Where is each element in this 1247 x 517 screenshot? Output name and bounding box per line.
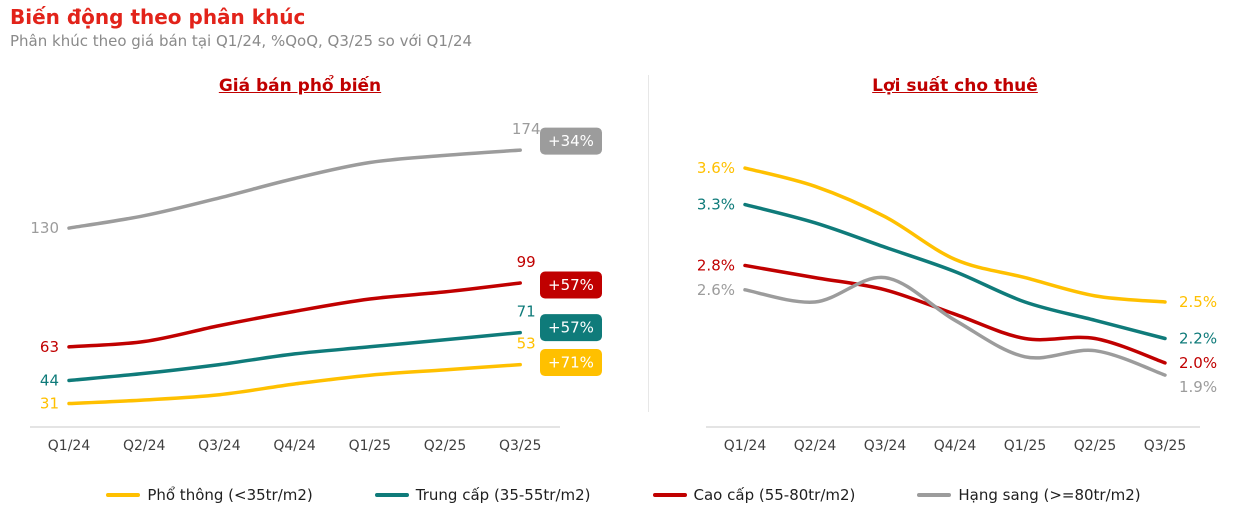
yield-chart-title: Lợi suất cho thuê [872, 76, 1038, 96]
legend-label: Phổ thông (<35tr/m2) [147, 486, 313, 504]
price-line-chart: Q1/24 Q2/24 Q3/24 Q4/24 Q1/25 Q2/25 Q3/25 31 53 +… [30, 120, 602, 454]
x-tick-label: Q3/25 [499, 438, 541, 454]
panel-divider [648, 75, 649, 412]
legend-item-1: Trung cấp (35-55tr/m2) [374, 486, 591, 504]
series-line-3 [67, 148, 522, 230]
series-end-label: 174 [512, 120, 541, 138]
series-line-1 [67, 330, 522, 383]
series-start-label: 44 [40, 372, 59, 390]
x-tick-label: Q2/24 [794, 438, 837, 454]
change-badge [540, 127, 602, 155]
series-end-label: 99 [517, 253, 536, 271]
series-start-label: 31 [40, 395, 59, 413]
change-badge [540, 314, 602, 342]
x-tick-label: Q4/24 [273, 438, 316, 454]
price-chart-title: Giá bán phổ biến [218, 76, 382, 96]
series-line-1 [743, 202, 1167, 341]
series-start-label: 130 [30, 219, 59, 237]
x-tick-label: Q4/24 [934, 438, 977, 454]
x-tick-label: Q3/24 [864, 438, 907, 454]
series-start-label: 2.8% [697, 256, 735, 274]
legend-label: Hạng sang (>=80tr/m2) [958, 486, 1141, 504]
chart-legend: Phổ thông (<35tr/m2) Trung cấp (35-55tr/m… [0, 486, 1247, 504]
x-tick-label: Q1/24 [48, 438, 91, 454]
legend-label: Cao cấp (55-80tr/m2) [693, 486, 856, 504]
yield-line-chart: Q1/24 Q2/24 Q3/24 Q4/24 Q1/25 Q2/25 Q3/25 3.6% 2… [697, 159, 1217, 454]
x-tick-label: Q1/25 [1004, 438, 1046, 454]
series-end-label: 2.2% [1179, 330, 1217, 348]
series-end-label: 2.0% [1179, 354, 1217, 372]
change-badge-label: +57% [548, 319, 594, 337]
series-line-0 [743, 166, 1167, 304]
report-header: Biến động theo phân khúc Phân khúc theo … [10, 4, 472, 50]
x-tick-label: Q3/24 [198, 438, 241, 454]
legend-item-3: Hạng sang (>=80tr/m2) [917, 486, 1141, 504]
page-title: Biến động theo phân khúc [10, 5, 306, 29]
series-line-2 [743, 263, 1167, 365]
change-badge-label: +57% [548, 276, 594, 294]
legend-swatch-icon [106, 493, 141, 497]
change-badge-label: +34% [548, 132, 594, 150]
legend-swatch-icon [917, 493, 952, 497]
change-badge-label: +71% [548, 354, 594, 372]
series-line-2 [67, 281, 522, 349]
series-end-label: 1.9% [1179, 378, 1217, 396]
x-tick-label: Q2/25 [424, 438, 466, 454]
change-badge [540, 349, 602, 377]
legend-swatch-icon [374, 493, 409, 497]
series-start-label: 3.3% [697, 196, 735, 214]
series-line-3 [743, 275, 1167, 377]
x-tick-label: Q1/25 [349, 438, 391, 454]
series-end-label: 53 [517, 335, 536, 353]
series-end-label: 2.5% [1179, 293, 1217, 311]
series-line-0 [67, 362, 522, 406]
series-start-label: 63 [40, 338, 59, 356]
x-tick-label: Q2/24 [123, 438, 166, 454]
legend-item-2: Cao cấp (55-80tr/m2) [652, 486, 856, 504]
page-subtitle: Phân khúc theo giá bán tại Q1/24, %QoQ, … [10, 32, 473, 50]
series-start-label: 2.6% [697, 281, 735, 299]
legend-label: Trung cấp (35-55tr/m2) [415, 486, 591, 504]
series-start-label: 3.6% [697, 159, 735, 177]
change-badge [540, 271, 602, 299]
x-tick-label: Q1/24 [724, 438, 767, 454]
legend-swatch-icon [652, 493, 687, 497]
series-end-label: 71 [517, 303, 536, 321]
x-tick-label: Q2/25 [1074, 438, 1116, 454]
x-tick-label: Q3/25 [1144, 438, 1186, 454]
legend-item-0: Phổ thông (<35tr/m2) [106, 486, 313, 504]
